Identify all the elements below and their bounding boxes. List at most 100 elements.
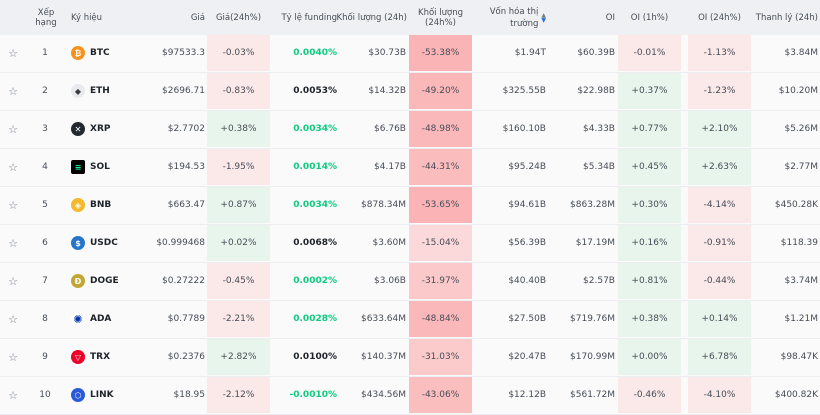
volume: $434.56M xyxy=(361,390,406,400)
oi-24h-change: +2.10% xyxy=(688,111,751,147)
favorite-star-icon[interactable]: ☆ xyxy=(8,388,18,402)
header-rank[interactable]: Xếp hạng xyxy=(35,7,57,28)
volume: $6.76B xyxy=(374,124,406,134)
symbol-name: LINK xyxy=(90,390,114,400)
favorite-star-icon[interactable]: ☆ xyxy=(8,122,18,136)
open-interest: $561.72M xyxy=(570,390,615,400)
header-market-cap-line1: Vốn hóa thị xyxy=(489,6,539,17)
favorite-star-icon[interactable]: ☆ xyxy=(8,84,18,98)
header-oi-1h[interactable]: OI (1h%) xyxy=(630,12,669,23)
volume-change: -48.84% xyxy=(409,301,472,337)
symbol-cell[interactable]: ▽ TRX xyxy=(71,339,141,375)
symbol-cell[interactable]: $ USDC xyxy=(71,225,141,261)
header-symbol[interactable]: Ký hiệu xyxy=(71,12,103,23)
price: $0.2376 xyxy=(167,352,205,362)
volume-change: -31.97% xyxy=(409,263,472,299)
table-row[interactable]: ☆ 7 Ð DOGE $0.27222 -0.45% 0.0002% $3.06… xyxy=(0,263,820,301)
symbol-name: BNB xyxy=(90,200,112,210)
funding-rate: 0.0014% xyxy=(293,162,337,172)
table-row[interactable]: ☆ 2 ◆ ETH $2696.71 -0.83% 0.0053% $14.32… xyxy=(0,73,820,111)
table-row[interactable]: ☆ 8 ✺ ADA $0.7789 -2.21% 0.0028% $633.64… xyxy=(0,301,820,339)
favorite-star-icon[interactable]: ☆ xyxy=(8,350,18,364)
oi-1h-change: +0.16% xyxy=(618,225,681,261)
symbol-name: USDC xyxy=(90,238,118,248)
liquidation: $98.47K xyxy=(780,352,818,362)
symbol-name: XRP xyxy=(90,124,111,134)
table-row[interactable]: ☆ 1 ₿ BTC $97533.3 -0.03% 0.0040% $30.73… xyxy=(0,35,820,73)
price: $18.95 xyxy=(173,390,206,400)
symbol-cell[interactable]: ✺ ADA xyxy=(71,301,141,337)
oi-1h-change: +0.77% xyxy=(618,111,681,147)
price-change: -0.83% xyxy=(207,73,270,109)
favorite-star-icon[interactable]: ☆ xyxy=(8,198,18,212)
oi-24h-change: +2.63% xyxy=(688,149,751,185)
table-row[interactable]: ☆ 4 ≡ SOL $194.53 -1.95% 0.0014% $4.17B … xyxy=(0,149,820,187)
table-row[interactable]: ☆ 10 ⬡ LINK $18.95 -2.12% -0.0010% $434.… xyxy=(0,377,820,415)
volume: $140.37M xyxy=(361,352,406,362)
tron-icon: ▽ xyxy=(71,350,85,364)
market-cap: $56.39B xyxy=(508,238,546,248)
header-liquidation[interactable]: Thanh lý (24h) xyxy=(755,12,818,23)
volume-change: -44.31% xyxy=(409,149,472,185)
symbol-cell[interactable]: ◈ BNB xyxy=(71,187,141,223)
open-interest: $863.28M xyxy=(570,200,615,210)
funding-rate: 0.0028% xyxy=(293,314,337,324)
favorite-star-icon[interactable]: ☆ xyxy=(8,46,18,60)
oi-1h-change: +0.45% xyxy=(618,149,681,185)
oi-24h-change: -0.91% xyxy=(688,225,751,261)
table-row[interactable]: ☆ 9 ▽ TRX $0.2376 +2.82% 0.0100% $140.37… xyxy=(0,339,820,377)
market-cap: $95.24B xyxy=(508,162,546,172)
sort-icon[interactable]: ▲ ▼ xyxy=(541,11,546,24)
table-body: ☆ 1 ₿ BTC $97533.3 -0.03% 0.0040% $30.73… xyxy=(0,35,820,415)
bnb-icon: ◈ xyxy=(71,198,85,212)
price-change: -0.45% xyxy=(207,263,270,299)
funding-rate: 0.0053% xyxy=(293,86,337,96)
price: $0.7789 xyxy=(167,314,205,324)
liquidation: $118.39 xyxy=(780,238,818,248)
header-price[interactable]: Giá xyxy=(190,12,205,23)
header-oi-24h[interactable]: OI (24h%) xyxy=(698,12,741,23)
header-volume-change[interactable]: Khối lượng (24h%) xyxy=(418,7,463,28)
header-price-change[interactable]: Giá(24h%) xyxy=(215,12,262,23)
favorite-star-icon[interactable]: ☆ xyxy=(8,312,18,326)
symbol-cell[interactable]: ⬡ LINK xyxy=(71,377,141,413)
symbol-cell[interactable]: Ð DOGE xyxy=(71,263,141,299)
favorite-star-icon[interactable]: ☆ xyxy=(8,236,18,250)
price-change: +0.87% xyxy=(207,187,270,223)
price: $2.7702 xyxy=(167,124,205,134)
market-cap: $94.61B xyxy=(508,200,546,210)
rank: 9 xyxy=(42,352,48,362)
header-market-cap[interactable]: Vốn hóa thị trường ▲ ▼ xyxy=(474,0,546,35)
price-change: +0.38% xyxy=(207,111,270,147)
header-funding[interactable]: Tỷ lệ funding xyxy=(281,12,337,23)
funding-rate: 0.0034% xyxy=(293,200,337,210)
volume: $4.17B xyxy=(374,162,406,172)
table-row[interactable]: ☆ 5 ◈ BNB $663.47 +0.87% 0.0034% $878.34… xyxy=(0,187,820,225)
liquidation: $3.84M xyxy=(784,48,818,58)
liquidation: $3.74M xyxy=(784,276,818,286)
header-volume[interactable]: Khối lượng (24h) xyxy=(336,12,408,23)
table-row[interactable]: ☆ 3 ✕ XRP $2.7702 +0.38% 0.0034% $6.76B … xyxy=(0,111,820,149)
liquidation: $10.20M xyxy=(778,86,818,96)
funding-rate: 0.0068% xyxy=(293,238,337,248)
favorite-star-icon[interactable]: ☆ xyxy=(8,274,18,288)
volume: $30.73B xyxy=(368,48,406,58)
symbol-cell[interactable]: ◆ ETH xyxy=(71,73,141,109)
symbol-cell[interactable]: ✕ XRP xyxy=(71,111,141,147)
header-oi[interactable]: OI xyxy=(605,12,615,23)
volume: $878.34M xyxy=(361,200,406,210)
bitcoin-icon: ₿ xyxy=(71,46,85,60)
table-row[interactable]: ☆ 6 $ USDC $0.999468 +0.02% 0.0068% $3.6… xyxy=(0,225,820,263)
symbol-cell[interactable]: ≡ SOL xyxy=(71,149,141,185)
volume: $3.60M xyxy=(372,238,406,248)
liquidation: $1.21M xyxy=(784,314,818,324)
volume-change: -15.04% xyxy=(409,225,472,261)
funding-rate: 0.0100% xyxy=(293,352,337,362)
price: $0.999468 xyxy=(156,238,205,248)
favorite-star-icon[interactable]: ☆ xyxy=(8,160,18,174)
market-cap: $40.40B xyxy=(508,276,546,286)
open-interest: $17.19M xyxy=(575,238,615,248)
rank: 1 xyxy=(42,48,48,58)
oi-1h-change: -0.46% xyxy=(618,377,681,413)
symbol-cell[interactable]: ₿ BTC xyxy=(71,35,141,71)
